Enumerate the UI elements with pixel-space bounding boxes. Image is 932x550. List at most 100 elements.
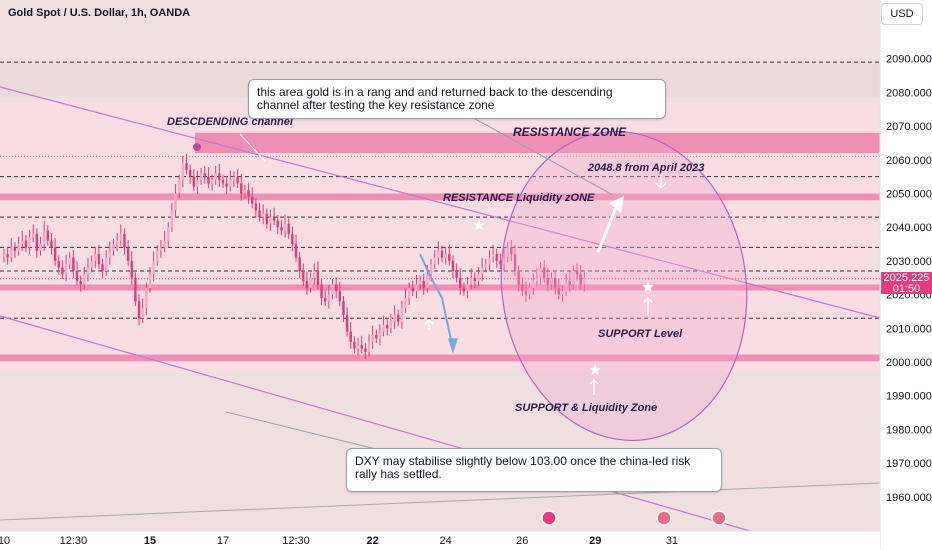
candle (411, 287, 414, 292)
y-tick-label: 2060.000 (886, 155, 932, 167)
candle (225, 183, 228, 187)
bottom-callout-text: DXY may stabilise slightly below 103.00 … (355, 454, 691, 481)
candle (17, 244, 20, 251)
candle (502, 257, 506, 265)
candle (568, 281, 571, 285)
mid-band (0, 284, 880, 291)
support-liquidity-band (0, 354, 880, 362)
x-tick-label: 22 (367, 535, 379, 547)
event-icon (541, 510, 557, 526)
candle (429, 264, 433, 275)
candle (400, 308, 404, 322)
candle (334, 284, 338, 292)
candle (484, 264, 487, 268)
candle (342, 301, 345, 315)
candle (459, 277, 462, 288)
candle (101, 264, 104, 272)
candle (294, 244, 298, 258)
candle (94, 254, 97, 261)
candle (276, 220, 279, 228)
x-tick-label: 31 (666, 535, 678, 547)
descending-channel-label: DESCDENDING channel (167, 116, 294, 128)
drawings (193, 109, 748, 451)
annotation-labels: DESCDENDING channel RESISTANCE ZONE 2048… (167, 116, 704, 414)
candle (543, 267, 546, 278)
candle (119, 233, 122, 241)
candle (532, 281, 535, 288)
candle (561, 291, 564, 295)
candle (258, 210, 261, 218)
candle (480, 267, 484, 275)
candle (360, 345, 363, 349)
y-tick-label: 2040.000 (886, 222, 932, 234)
candle (156, 250, 159, 261)
y-tick-label: 2000.000 (886, 357, 932, 369)
candle (367, 341, 371, 352)
candle (123, 233, 126, 248)
candle (579, 274, 582, 285)
candle (455, 271, 458, 278)
candle (378, 331, 382, 339)
y-tick-label: 2080.000 (886, 87, 932, 99)
x-tick-label: 10 (0, 535, 10, 547)
y-tick-label: 2050.000 (886, 189, 932, 201)
target-arrow (596, 204, 619, 253)
candle (79, 281, 82, 285)
bar-countdown: 01:50 (892, 283, 921, 295)
candle (397, 314, 400, 322)
candle (53, 247, 57, 261)
candle (192, 176, 195, 187)
support-level-label: SUPPORT Level (598, 328, 683, 340)
candle (203, 173, 206, 177)
candle (112, 244, 115, 251)
candle (338, 291, 341, 302)
candle (57, 260, 60, 268)
candle (513, 254, 517, 272)
candle (451, 260, 455, 272)
candle (141, 308, 144, 319)
resistance-zone-label: RESISTANCE ZONE (513, 125, 627, 139)
candle (444, 254, 447, 258)
current-price: 2025.225 (883, 272, 930, 284)
candle (188, 169, 192, 177)
candle (61, 267, 64, 275)
candle (305, 281, 309, 288)
candle (302, 271, 305, 282)
candle (170, 210, 174, 228)
candle (298, 257, 301, 272)
candle (546, 277, 550, 285)
candle (240, 183, 243, 194)
candle (46, 230, 49, 241)
star-mark (589, 364, 601, 375)
x-tick-label: 24 (440, 535, 452, 547)
candle (473, 277, 477, 282)
candle (491, 254, 495, 258)
candle (108, 250, 112, 258)
x-tick-label: 29 (589, 535, 601, 547)
candle (386, 324, 389, 329)
candle (407, 287, 411, 298)
candle (280, 227, 283, 231)
candle (539, 267, 542, 278)
x-tick-label: 17 (217, 535, 229, 547)
candle (269, 217, 272, 224)
candle (287, 223, 290, 234)
candle (10, 247, 13, 258)
candle (528, 287, 531, 295)
candle (50, 240, 53, 248)
candle (210, 180, 214, 184)
candle (564, 281, 568, 292)
candle (371, 335, 374, 342)
candle (72, 257, 75, 272)
candle (13, 247, 17, 251)
event-icon (711, 510, 727, 526)
candle (272, 217, 276, 221)
candle (221, 180, 225, 184)
candle (83, 274, 86, 285)
pivot-dot (193, 143, 201, 151)
currency-button[interactable]: USD (881, 3, 923, 25)
top-callout: this area gold is in a rang and and retu… (248, 79, 666, 119)
candle (35, 233, 39, 251)
candle (214, 173, 217, 181)
support-liquidity-label: SUPPORT & Liquidity Zone (515, 402, 657, 414)
